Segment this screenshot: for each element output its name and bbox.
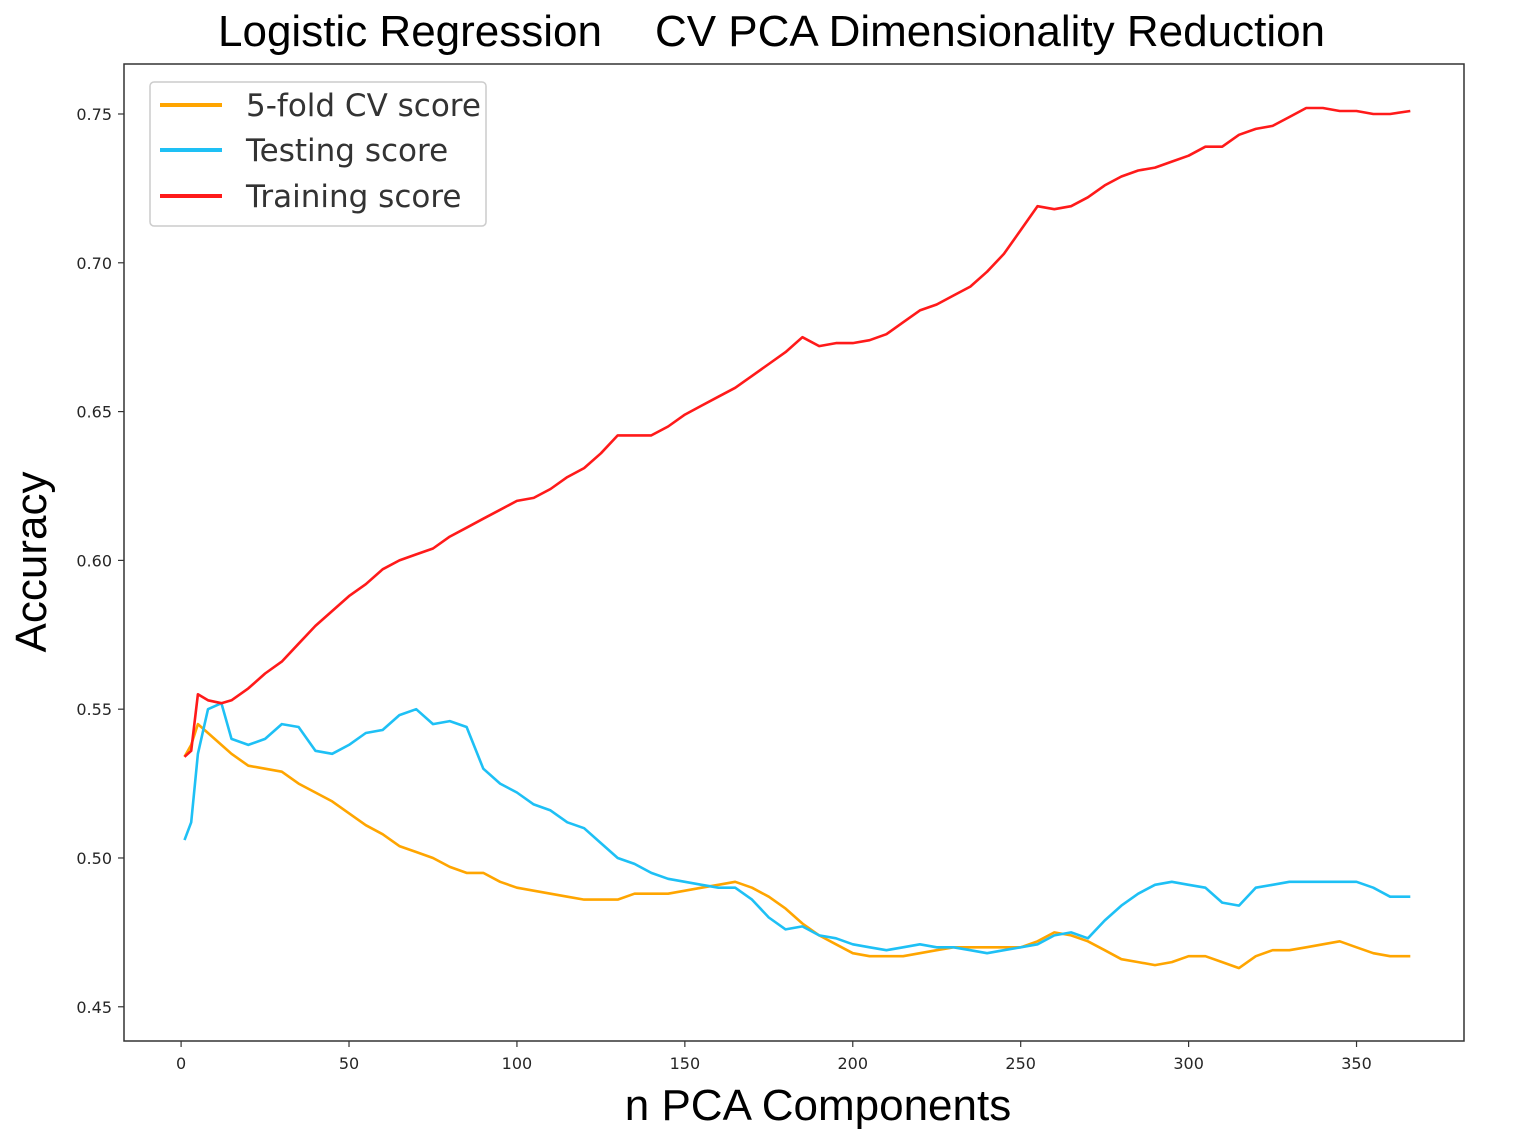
legend-label-testing: Testing score	[245, 133, 448, 169]
x-tick-label: 350	[1341, 1054, 1372, 1073]
y-tick-label: 0.60	[76, 551, 112, 570]
series-layer	[183, 106, 1411, 970]
y-tick-label: 0.70	[76, 254, 112, 273]
x-tick-label: 300	[1173, 1054, 1204, 1073]
chart-title-part2: CV PCA Dimensionality Reduction	[655, 7, 1325, 56]
x-tick-label: 250	[1005, 1054, 1036, 1073]
y-tick-label: 0.50	[76, 849, 112, 868]
x-tick-label: 50	[339, 1054, 359, 1073]
x-tick-label: 200	[837, 1054, 868, 1073]
x-tick-label: 0	[176, 1054, 186, 1073]
series-line-testing	[183, 701, 1411, 955]
y-tick-label: 0.45	[76, 998, 112, 1017]
x-tick-label: 100	[502, 1054, 533, 1073]
y-tick-label: 0.75	[76, 105, 112, 124]
legend-label-cv: 5-fold CV score	[246, 88, 481, 124]
legend: 5-fold CV score Testing score Training s…	[149, 81, 487, 227]
legend-label-training: Training score	[245, 179, 461, 215]
legend-box	[149, 81, 487, 227]
y-tick-label: 0.55	[76, 700, 112, 719]
chart-title-part1: Logistic Regression	[218, 7, 602, 56]
y-tick-label: 0.65	[76, 403, 112, 422]
series-line-training	[183, 106, 1411, 758]
plot-frame	[123, 63, 1465, 1042]
x-axis-ticks: 0 50 100 150 200 250 300 350	[176, 1041, 1372, 1073]
series-line-cv	[183, 722, 1411, 970]
y-axis-label: Accuracy	[7, 472, 56, 653]
x-axis-label: n PCA Components	[625, 1081, 1011, 1130]
y-axis-ticks: 0.45 0.50 0.55 0.60 0.65 0.70 0.75	[76, 105, 124, 1017]
x-tick-label: 150	[670, 1054, 701, 1073]
